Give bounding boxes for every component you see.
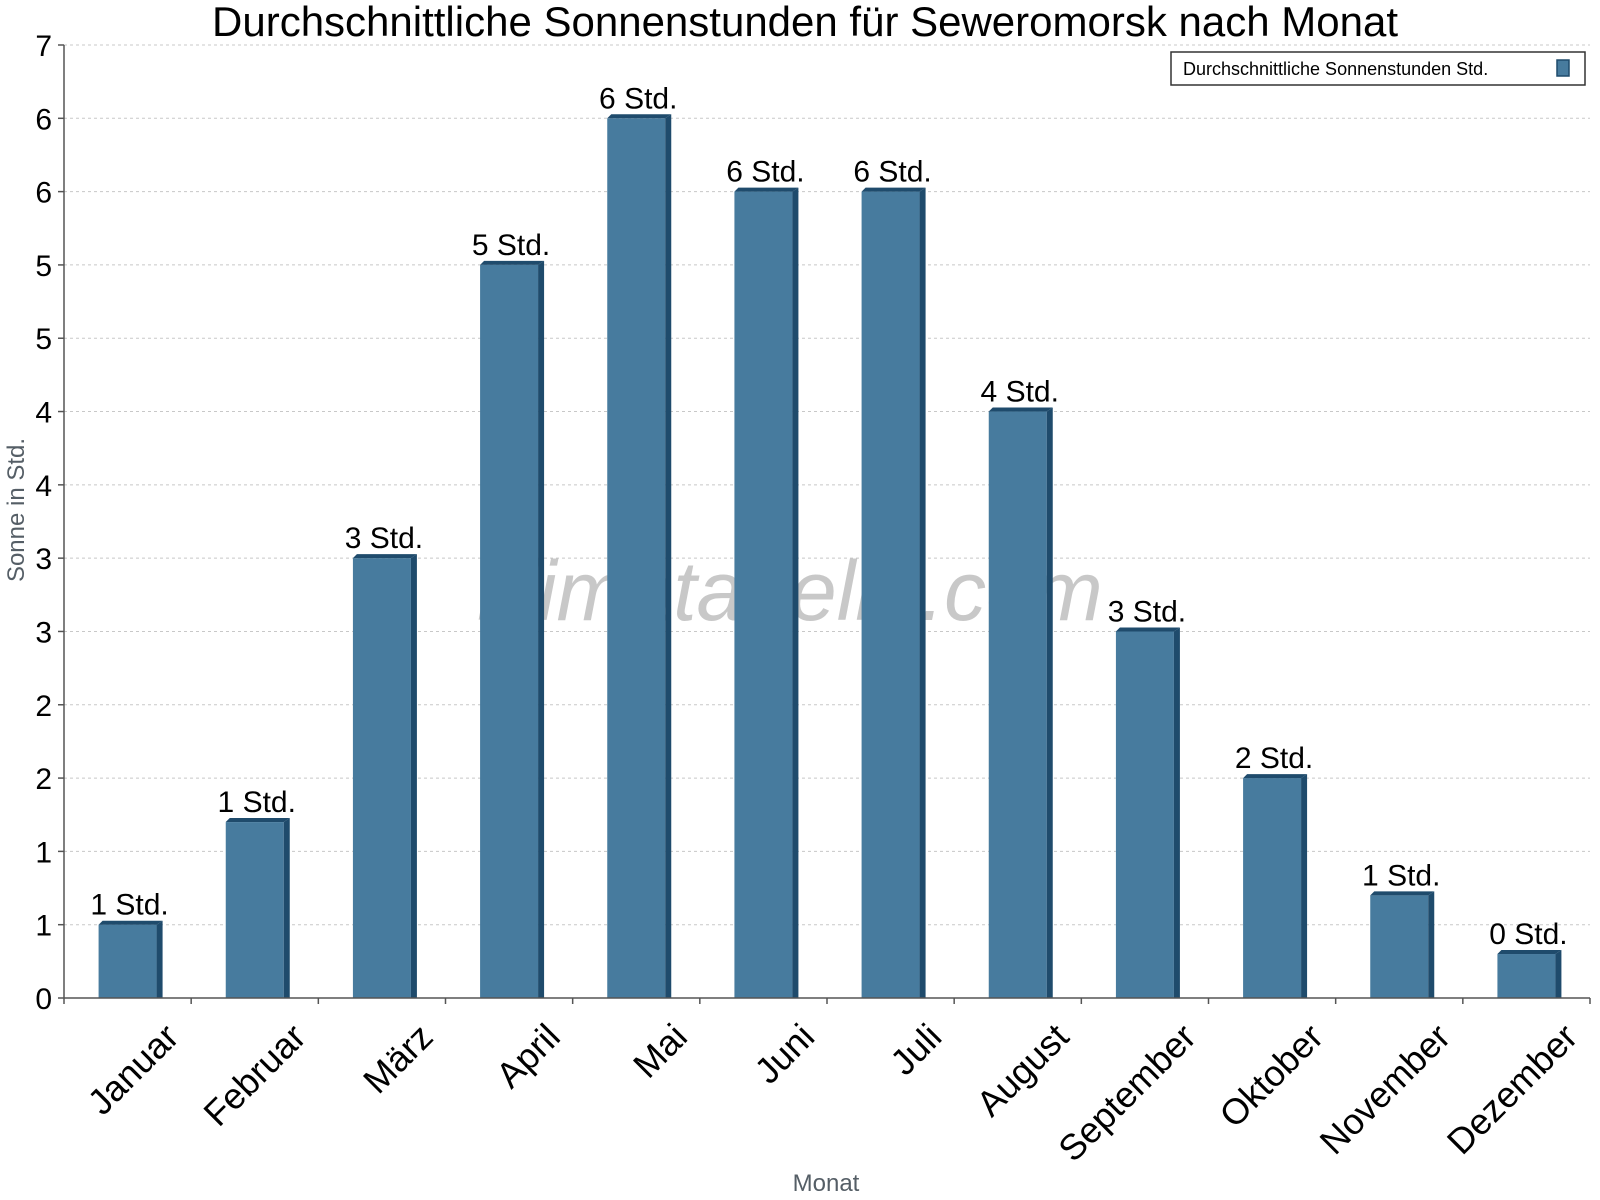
y-tick-label: 0 xyxy=(35,983,52,1016)
bar xyxy=(98,924,157,998)
y-tick-label: 7 xyxy=(35,30,52,63)
bar xyxy=(225,822,284,998)
bar-top xyxy=(480,260,545,265)
bar-value-label: 4 Std. xyxy=(981,376,1059,409)
y-tick-label: 2 xyxy=(35,690,52,723)
bar-top xyxy=(225,818,290,823)
x-axis-title: Monat xyxy=(793,1170,860,1197)
y-tick-label: 6 xyxy=(35,103,52,136)
bar-value-label: 6 Std. xyxy=(726,156,804,189)
bar-top xyxy=(734,187,799,192)
bar-value-label: 5 Std. xyxy=(472,229,550,262)
bar xyxy=(1497,954,1556,998)
bar-side xyxy=(283,818,290,998)
bar-side xyxy=(538,260,545,998)
y-axis-title: Sonne in Std. xyxy=(3,438,30,582)
x-tick-label: Dezember xyxy=(1439,1016,1585,1162)
y-tick-label: 6 xyxy=(35,177,52,210)
bar-value-label: 0 Std. xyxy=(1489,918,1567,951)
bar-top xyxy=(1497,950,1562,955)
x-tick-label: Oktober xyxy=(1211,1016,1331,1136)
bar-side xyxy=(1301,774,1308,998)
bar-top xyxy=(1115,627,1180,632)
grid-lines xyxy=(64,44,1590,926)
bar-side xyxy=(1046,407,1053,998)
bar-side xyxy=(792,187,799,999)
bar xyxy=(607,118,666,999)
y-tick-label: 1 xyxy=(35,836,52,869)
x-tick-label: Juli xyxy=(882,1016,949,1083)
x-tick-label: April xyxy=(488,1016,568,1096)
value-labels: 1 Std. 1 Std. 3 Std. 5 Std. 6 Std. 6 Std. 6 St… xyxy=(90,82,1567,951)
x-tick-label: Januar xyxy=(80,1016,187,1123)
bar xyxy=(734,191,793,999)
bar-top xyxy=(352,554,417,559)
bar-top xyxy=(1243,774,1308,779)
bar xyxy=(988,411,1047,998)
bar-top xyxy=(1370,891,1435,896)
legend-box xyxy=(1170,51,1586,86)
bar xyxy=(1115,631,1174,998)
x-tick-label: September xyxy=(1050,1016,1204,1170)
bar-side xyxy=(156,920,163,998)
y-tick-label: 3 xyxy=(35,616,52,649)
bar-value-label: 1 Std. xyxy=(218,786,296,819)
y-tick-label: 5 xyxy=(35,250,52,283)
bar-value-label: 6 Std. xyxy=(599,82,677,115)
x-tick-label: Mai xyxy=(625,1016,695,1086)
y-tick-label: 2 xyxy=(35,763,52,796)
bar-side xyxy=(665,114,672,999)
bar xyxy=(1243,778,1302,998)
legend-label: Durchschnittliche Sonnenstunden Std. xyxy=(1183,59,1488,79)
bar-value-label: 1 Std. xyxy=(90,889,168,922)
y-tick-label: 5 xyxy=(35,323,52,356)
x-tick-label: August xyxy=(968,1016,1076,1124)
x-tick-label: Juni xyxy=(746,1016,822,1092)
bar-side xyxy=(1555,950,1562,998)
y-tick-label: 4 xyxy=(35,470,52,503)
y-tick-label: 1 xyxy=(35,910,52,943)
bars xyxy=(98,114,1562,999)
bar-side xyxy=(1428,891,1435,998)
bar-value-label: 3 Std. xyxy=(345,522,423,555)
bar-top xyxy=(861,187,926,192)
bar-side xyxy=(919,187,926,999)
bar-value-label: 1 Std. xyxy=(1362,859,1440,892)
bar-side xyxy=(1173,627,1180,998)
bar-top xyxy=(988,407,1053,412)
bar-side xyxy=(410,554,417,998)
legend-swatch xyxy=(1556,59,1570,77)
legend: Durchschnittliche Sonnenstunden Std. xyxy=(1170,51,1586,86)
bar-top xyxy=(98,920,163,925)
bar xyxy=(480,264,539,998)
bar-value-label: 3 Std. xyxy=(1108,595,1186,628)
y-tick-label: 3 xyxy=(35,543,52,576)
bar-value-label: 6 Std. xyxy=(853,156,931,189)
chart-title: Durchschnittliche Sonnenstunden für Sewe… xyxy=(212,0,1398,45)
x-tick-label: März xyxy=(355,1016,441,1102)
y-tick-label: 4 xyxy=(35,397,52,430)
bar xyxy=(352,558,411,998)
x-tick-label: Februar xyxy=(195,1016,313,1134)
bar xyxy=(861,191,920,999)
bar xyxy=(1370,895,1429,998)
bar-top xyxy=(607,114,672,119)
x-tick-label: November xyxy=(1312,1016,1458,1162)
bar-value-label: 2 Std. xyxy=(1235,742,1313,775)
